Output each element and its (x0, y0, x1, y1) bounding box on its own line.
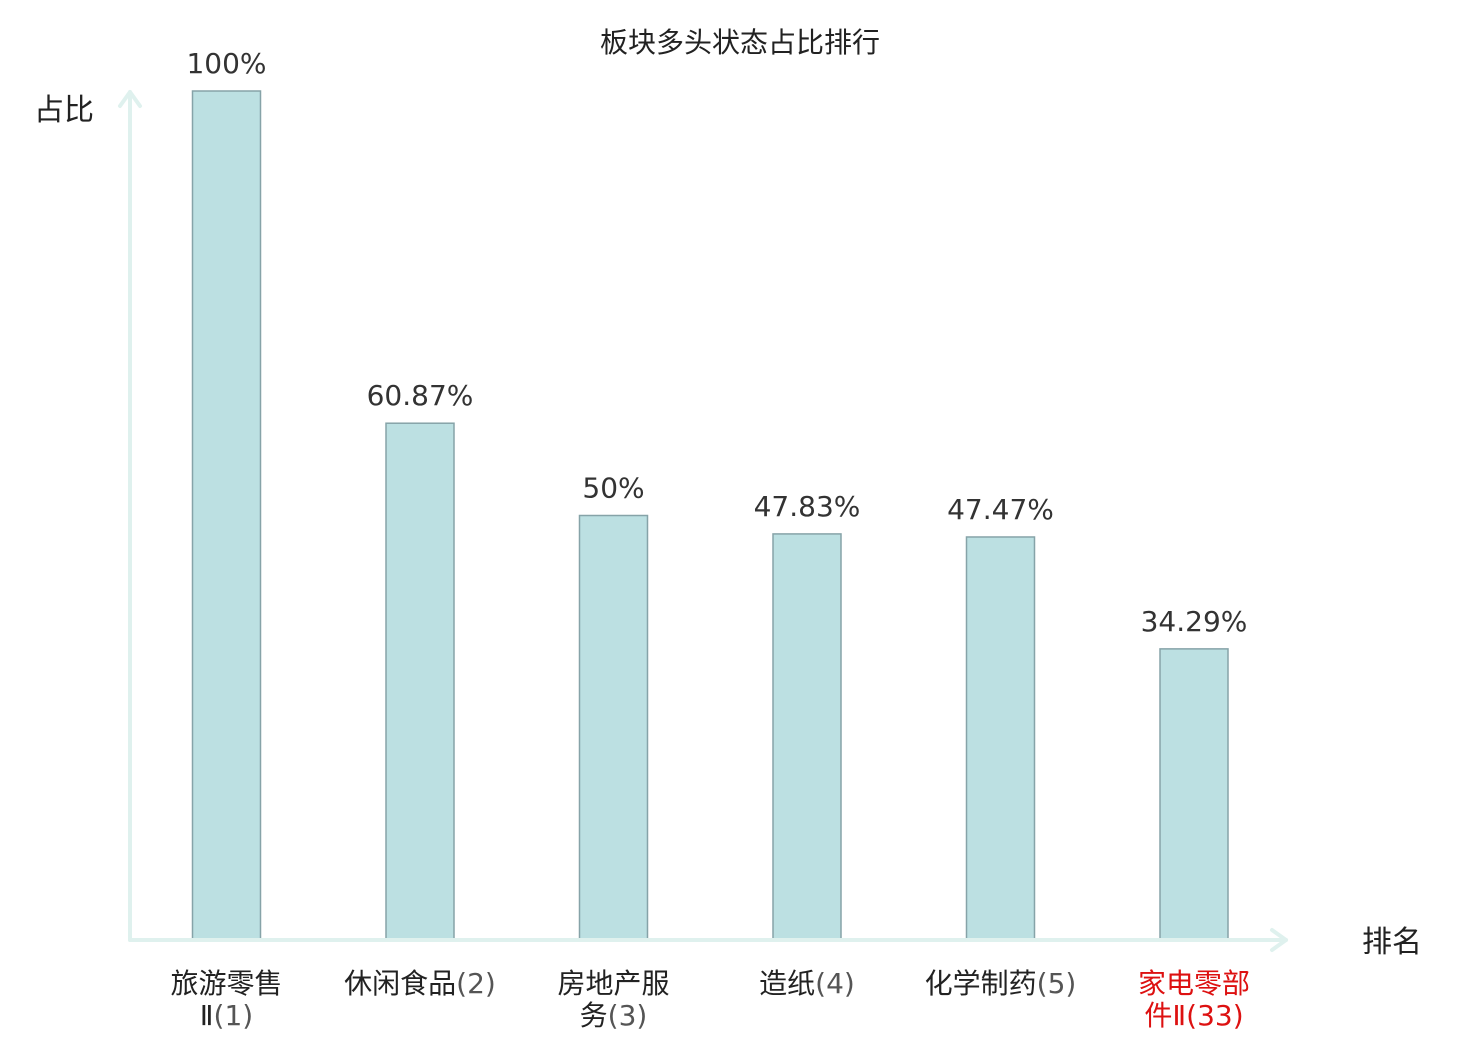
bar-value-label: 34.29% (1141, 605, 1248, 638)
chart-title: 板块多头状态占比排行 (600, 26, 880, 59)
y-axis-label: 占比 (34, 93, 94, 128)
category-label: 家电零部件Ⅱ(33) (1138, 967, 1250, 1032)
bar-value-label: 60.87% (367, 379, 474, 412)
category-label: 旅游零售 Ⅱ(1) (170, 967, 282, 1032)
bar (578, 514, 649, 941)
x-axis-arrow (1270, 928, 1288, 952)
bar (191, 90, 262, 941)
category-label: 房地产服务(3) (557, 967, 669, 1032)
category-label: 化学制药(5) (925, 967, 1077, 1000)
bar-value-label: 50% (582, 472, 644, 505)
x-axis-label: 排名 (1362, 925, 1422, 960)
bar (772, 533, 842, 941)
category-label: 休闲食品(2) (344, 967, 496, 1000)
bar-value-label: 100% (186, 47, 266, 80)
value-labels-group: 100% 60.87% 50% 47.83% 47.47% 34.29% (186, 47, 1247, 638)
bars-group (191, 90, 1229, 941)
bar (385, 422, 455, 941)
y-axis-arrow (118, 90, 142, 108)
category-label: 造纸(4) (759, 967, 855, 1000)
bar (1159, 648, 1229, 941)
bar (965, 536, 1036, 941)
category-labels-group: 旅游零售 Ⅱ(1) 休闲食品(2) 房地产服务(3) 造纸(4) 化学制药(5) 家电零部件… (170, 967, 1250, 1032)
bar-value-label: 47.83% (754, 490, 861, 523)
bar-value-label: 47.47% (947, 493, 1054, 526)
